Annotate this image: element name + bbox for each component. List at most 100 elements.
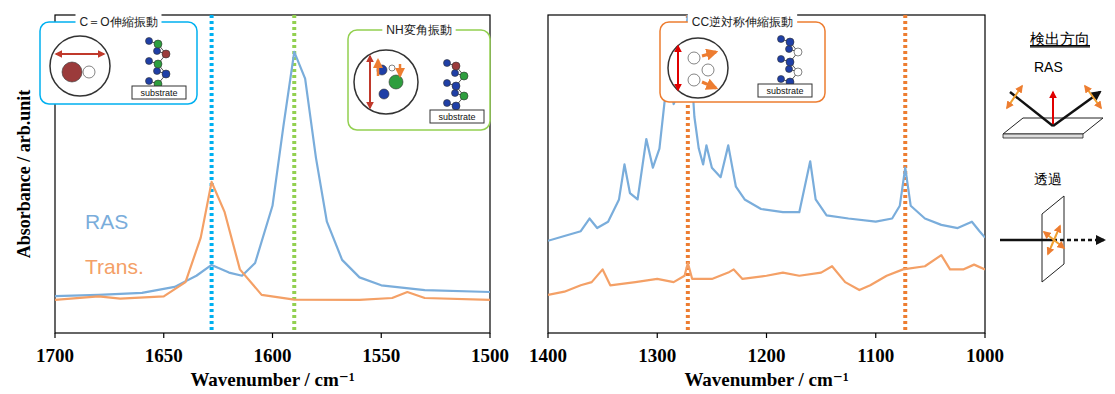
x-axis-title: Wavenumber / cm⁻¹	[190, 369, 354, 390]
x-tick	[163, 333, 164, 338]
atom	[83, 66, 95, 78]
x-tick-label: 1550	[362, 345, 400, 366]
x-tick-label: 1300	[638, 345, 676, 366]
series-label: RAS	[85, 210, 128, 233]
atom	[444, 80, 451, 87]
atom	[162, 70, 170, 78]
spectrum-line	[55, 182, 490, 300]
y-axis-title: Absorbance / arb.unit	[14, 90, 34, 259]
x-tick	[547, 333, 548, 338]
inset-title: CC逆対称伸縮振動	[692, 15, 793, 29]
atom	[688, 74, 700, 86]
spectrum-line	[548, 15, 985, 241]
atom	[389, 75, 403, 89]
polarization-arrow	[1085, 86, 1101, 108]
atom	[146, 58, 153, 65]
detection-item: RAS	[1034, 59, 1063, 75]
substrate-label: substrate	[140, 88, 177, 98]
atom	[452, 62, 460, 70]
atom	[452, 102, 460, 110]
detection-title: 検出方向	[1030, 30, 1090, 47]
vibration-arrow	[702, 82, 716, 88]
x-tick	[489, 333, 490, 338]
vibration-arrow	[56, 53, 104, 55]
x-tick	[766, 333, 767, 338]
x-tick	[381, 333, 382, 338]
plot-frame	[548, 15, 985, 333]
inset-title-bg	[688, 14, 797, 30]
inset-box	[348, 30, 490, 130]
inset-title-bg	[76, 14, 162, 30]
vibration-arrow	[399, 64, 402, 76]
polarization-arrow	[1044, 232, 1064, 248]
substrate-label: substrate	[438, 112, 475, 122]
inset-title: NH変角振動	[386, 23, 451, 37]
substrate-box	[132, 86, 186, 99]
atom	[444, 100, 451, 107]
atom	[786, 46, 793, 53]
beam	[1010, 92, 1053, 126]
atom	[452, 90, 459, 97]
inset-box	[40, 22, 197, 104]
inset-box	[660, 22, 825, 102]
annotation-line	[210, 15, 214, 333]
detection-item: 透過	[1034, 171, 1062, 187]
substrate-box	[430, 110, 484, 123]
atom	[702, 64, 714, 76]
atom	[146, 38, 153, 45]
vibration-arrow	[369, 56, 371, 108]
atom	[154, 40, 162, 48]
inset: NH変角振動 substrate	[348, 22, 490, 130]
polarization-arrow	[1007, 86, 1022, 108]
atom	[778, 56, 785, 63]
x-tick-label: 1650	[145, 345, 183, 366]
x-tick-label: 1400	[529, 345, 567, 366]
x-tick	[875, 333, 876, 338]
x-tick	[984, 333, 985, 338]
x-tick	[657, 333, 658, 338]
atom	[452, 70, 459, 77]
x-tick-label: 1100	[857, 345, 894, 366]
vibration-arrow	[377, 60, 380, 76]
figure: 1700 1650 1600 1550 1500 Wavenumber / cm⁻¹ Abs…	[0, 0, 1115, 394]
atom	[452, 82, 460, 90]
x-tick	[272, 333, 273, 338]
bubble	[668, 38, 728, 98]
inset: CC逆対称伸縮振動 substrate	[660, 14, 825, 102]
inset-title-bg	[382, 22, 455, 38]
atom	[786, 58, 794, 66]
atom	[460, 72, 468, 80]
spectrum-line	[548, 255, 985, 295]
atom	[460, 92, 468, 100]
substrate-box	[758, 84, 812, 97]
x-tick-label: 1500	[471, 345, 509, 366]
atom	[389, 65, 395, 71]
x-axis-title: Wavenumber / cm⁻¹	[684, 369, 848, 390]
substrate-label: substrate	[766, 86, 803, 96]
inset: C＝O伸縮振動 substrate	[40, 14, 197, 104]
atom	[786, 38, 794, 46]
beam	[1053, 239, 1104, 242]
bubble	[50, 36, 110, 96]
bubble	[354, 50, 418, 114]
plate-edge	[1003, 134, 1083, 138]
field-arrow	[1052, 92, 1054, 124]
atom	[62, 62, 82, 82]
vibration-arrow	[677, 46, 679, 90]
atom	[146, 78, 153, 85]
underline	[1030, 47, 1090, 48]
x-tick-label: 1600	[254, 345, 292, 366]
atom	[778, 76, 785, 83]
x-tick-label: 1200	[748, 345, 786, 366]
x-tick-label: 1700	[36, 345, 74, 366]
vibration-arrow	[702, 52, 716, 56]
inset-title: C＝O伸縮振動	[80, 15, 158, 29]
atom	[786, 66, 793, 73]
atom	[162, 50, 170, 58]
atom	[444, 60, 451, 67]
atom	[794, 48, 802, 56]
x-tick	[54, 333, 55, 338]
atom	[154, 60, 162, 68]
atom	[154, 48, 161, 55]
atom	[379, 89, 389, 99]
